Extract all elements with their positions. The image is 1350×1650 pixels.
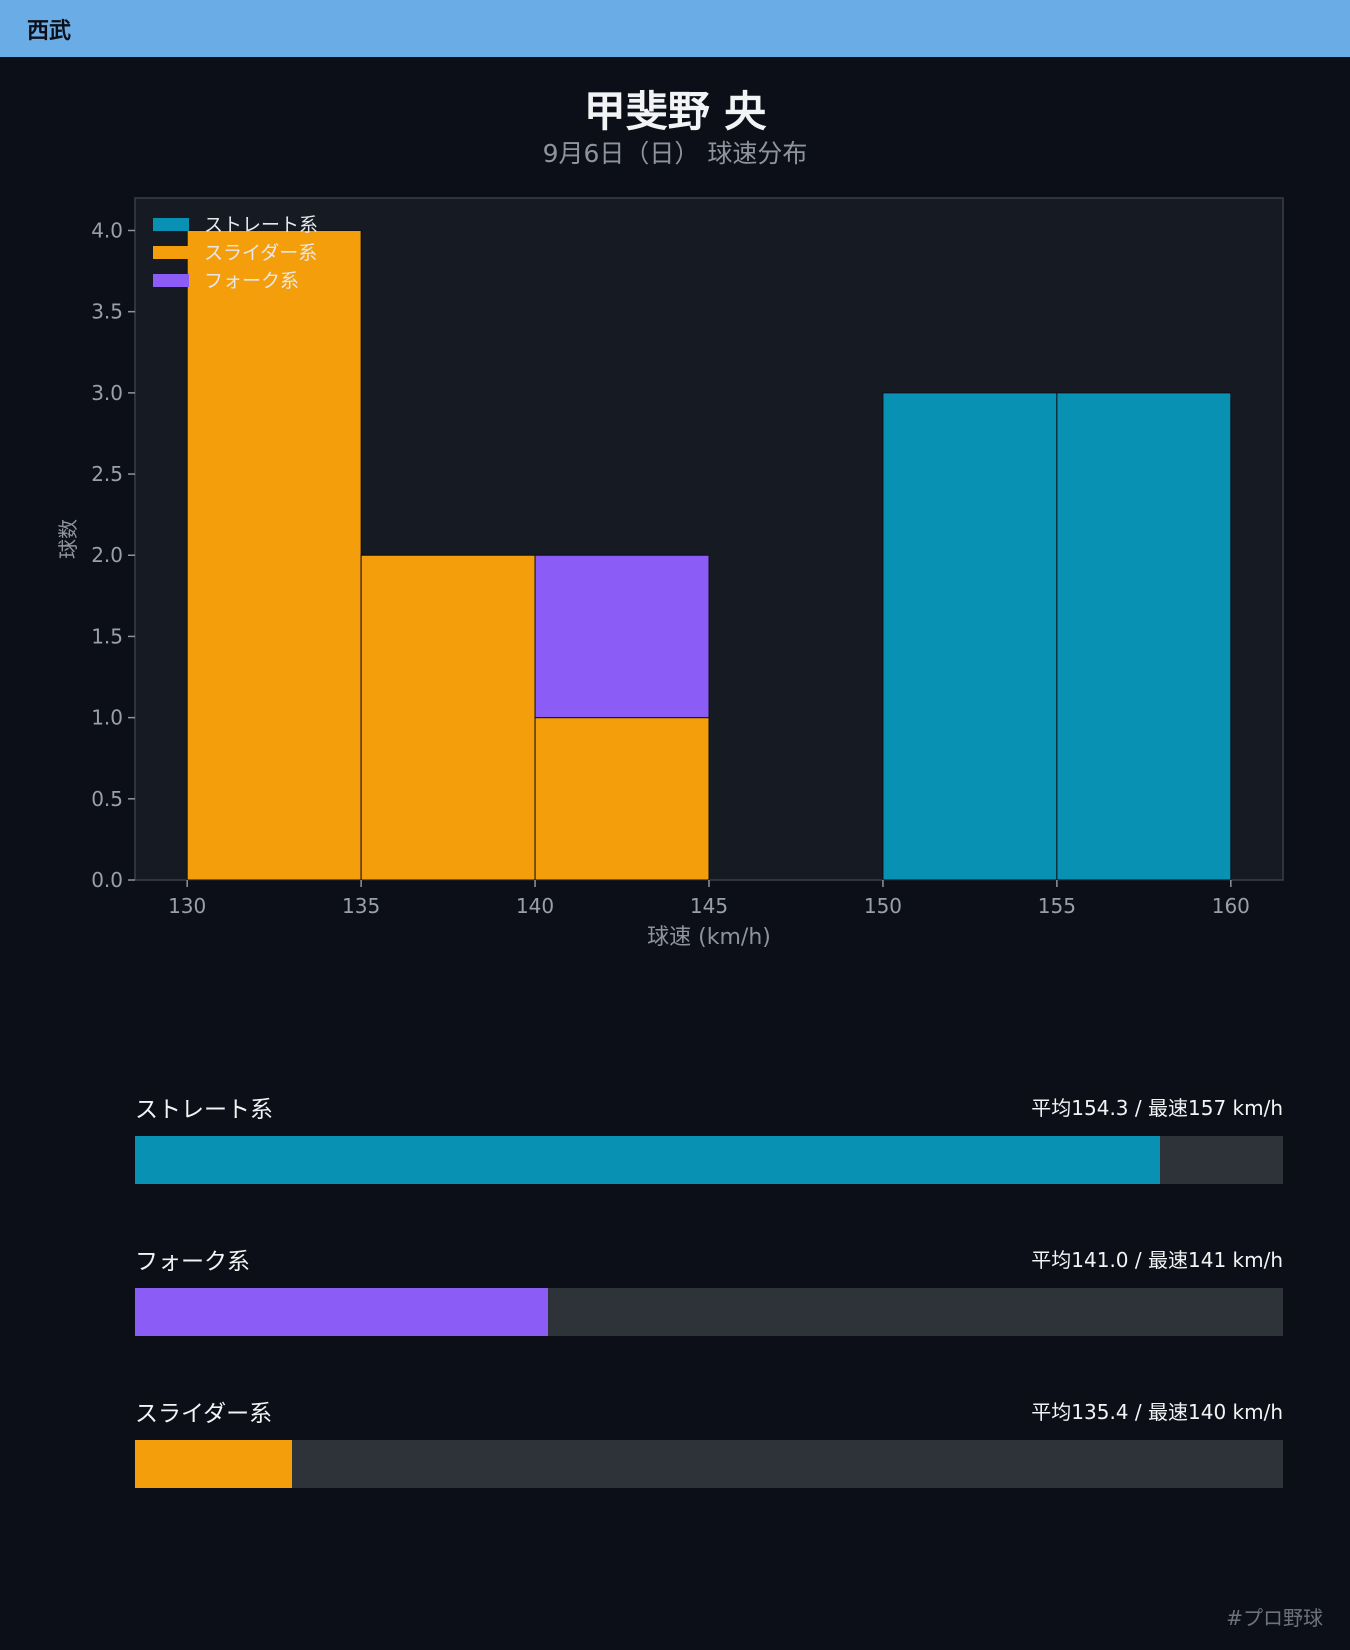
x-tick-label: 155 (1038, 894, 1076, 918)
stat-values: 平均135.4 / 最速140 km/h (1031, 1400, 1283, 1424)
stat-name: スライダー系 (135, 1401, 273, 1427)
team-name: 西武 (27, 18, 72, 44)
y-tick-label: 0.5 (91, 787, 123, 811)
stat-bar-fill (135, 1136, 1161, 1184)
histogram-bar (1056, 392, 1232, 881)
legend-label: スライダー系 (204, 242, 317, 264)
stat-name: フォーク系 (135, 1249, 250, 1275)
stat-row-straight: ストレート系 平均154.3 / 最速157 km/h (135, 1090, 1283, 1184)
speed-histogram: 0.0 0.5 1.0 1.5 2.0 2.5 3.0 3.5 4.0 130 135 140 145 1… (56, 197, 1284, 950)
histogram-bar (186, 229, 362, 881)
histogram-bar (534, 554, 710, 719)
legend-swatch (153, 274, 189, 287)
x-tick-label: 130 (168, 894, 206, 918)
y-tick-label: 3.5 (91, 300, 123, 324)
x-tick-label: 140 (516, 894, 554, 918)
y-tick-label: 1.5 (91, 624, 123, 648)
team-header: 西武 (0, 0, 1350, 57)
legend-swatch (153, 246, 189, 259)
x-tick-label: 145 (690, 894, 728, 918)
legend-label: フォーク系 (204, 270, 299, 292)
stat-name: ストレート系 (135, 1097, 273, 1123)
chart-subtitle: 9月6日（日） 球速分布 (542, 139, 808, 168)
stat-bar-track (135, 1440, 1283, 1488)
y-axis-label: 球数 (56, 519, 80, 559)
y-tick-label: 2.0 (91, 543, 123, 567)
stat-bar-fill (135, 1440, 293, 1488)
stat-bar-track (135, 1136, 1283, 1184)
stat-values: 平均141.0 / 最速141 km/h (1031, 1248, 1283, 1272)
stat-row-fork: フォーク系 平均141.0 / 最速141 km/h (135, 1242, 1283, 1336)
histogram-bar (534, 717, 710, 881)
legend-label: ストレート系 (204, 214, 318, 236)
y-tick-label: 1.0 (91, 706, 123, 730)
histogram-bar (360, 554, 536, 881)
x-tick-label: 160 (1212, 894, 1250, 918)
hashtag-footer: #プロ野球 (1226, 1606, 1323, 1630)
x-axis-label: 球速 (km/h) (647, 925, 771, 950)
y-tick-label: 2.5 (91, 462, 123, 486)
stat-row-slider: スライダー系 平均135.4 / 最速140 km/h (135, 1394, 1283, 1488)
stat-bar-fill (135, 1288, 549, 1336)
legend-swatch (153, 218, 189, 231)
x-tick-label: 150 (864, 894, 902, 918)
chart-title: 甲斐野 央 (583, 87, 767, 136)
y-tick-label: 0.0 (91, 868, 123, 892)
y-tick-label: 4.0 (91, 218, 123, 242)
x-tick-label: 135 (342, 894, 380, 918)
stat-bar-track (135, 1288, 1283, 1336)
stat-values: 平均154.3 / 最速157 km/h (1031, 1096, 1283, 1120)
histogram-bar (882, 392, 1058, 881)
y-tick-label: 3.0 (91, 381, 123, 405)
